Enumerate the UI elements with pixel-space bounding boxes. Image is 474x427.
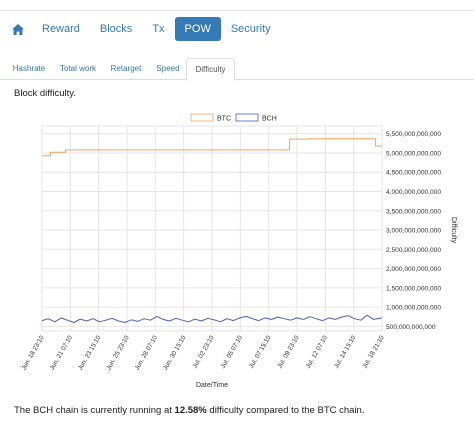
nav-reward[interactable]: Reward	[42, 23, 80, 35]
x-tick-label: Jun. 25 23:10	[105, 334, 131, 371]
x-tick-label: Jul. 18 21:10	[361, 334, 386, 370]
x-axis-label: Date/Time	[196, 382, 228, 389]
x-tick-label: Jul. 07 15:10	[248, 334, 273, 370]
nav-pow[interactable]: POW	[174, 17, 221, 41]
tab-hashrate[interactable]: Hashrate	[12, 64, 46, 73]
y-tick-label: 3,000,000,000,000	[386, 228, 441, 235]
y-tick-label: 1,500,000,000,000	[386, 285, 441, 292]
y-tick-label: 4,000,000,000,000	[386, 189, 441, 196]
difficulty-percent: 12.58%	[174, 405, 207, 416]
nav-security[interactable]: Security	[230, 23, 271, 35]
y-tick-label: 5,000,000,000,000	[386, 150, 441, 157]
legend-swatch-bch	[235, 113, 259, 122]
tab-speed[interactable]: Speed	[156, 64, 180, 73]
main-nav: Reward Blocks Tx POW Security	[4, 17, 281, 41]
nav-home[interactable]	[4, 17, 32, 41]
x-tick-label: Jun. 30 15:10	[162, 334, 188, 371]
x-tick-label: Jun. 18 23:10	[20, 334, 46, 371]
legend-item-bch[interactable]: BCH	[235, 113, 277, 123]
y-tick-label: 2,000,000,000,000	[386, 266, 441, 273]
home-icon	[12, 23, 24, 35]
tab-retarget[interactable]: Retarget	[110, 64, 142, 73]
x-axis-ticks: Jun. 18 23:10 Jun. 21 07:10 Jun. 23 15:10 J…	[20, 334, 386, 371]
y-tick-label: 1,000,000,000,000	[386, 305, 441, 312]
difficulty-chart: 500,000,000,000 1,000,000,000,000 1,500,00…	[20, 113, 457, 389]
legend-label-btc: BTC	[217, 116, 231, 123]
legend-swatch-btc	[190, 113, 214, 122]
y-tick-label: 500,000,000,000	[386, 324, 436, 331]
status-prefix: The BCH chain is currently running at	[14, 405, 175, 416]
page-heading: Block difficulty.	[14, 88, 76, 99]
series-line-btc	[42, 138, 382, 157]
y-tick-label: 5,500,000,000,000	[386, 131, 441, 138]
x-tick-label: Jun. 21 07:10	[49, 334, 75, 371]
x-tick-label: Jun. 28 07:10	[134, 334, 160, 371]
nav-tx[interactable]: Tx	[152, 23, 165, 35]
chart-tabs: Hashrate Total work Retarget Speed Diffi…	[0, 58, 474, 81]
legend: BTC BCH	[190, 113, 277, 123]
x-tick-label: Jul. 02 23:10	[191, 334, 216, 370]
y-tick-label: 2,500,000,000,000	[386, 247, 441, 254]
status-suffix: difficulty compared to the BTC chain.	[206, 405, 365, 416]
x-tick-label: Jul. 09 23:10	[276, 334, 301, 370]
y-tick-label: 4,500,000,000,000	[386, 170, 441, 177]
x-tick-label: Jul. 14 15:10	[333, 334, 358, 370]
top-divider	[0, 10, 474, 11]
y-tick-label: 3,500,000,000,000	[386, 208, 441, 215]
chart-grid	[41, 126, 383, 331]
nav-blocks[interactable]: Blocks	[99, 23, 133, 35]
x-tick-label: Jul. 05 07:10	[220, 334, 245, 370]
y-axis-ticks: 500,000,000,000 1,000,000,000,000 1,500,00…	[386, 131, 441, 331]
y-axis-label: Difficulty	[450, 217, 457, 244]
plot-area	[41, 125, 383, 332]
series-lines	[41, 138, 383, 323]
x-tick-label: Jun. 23 15:10	[77, 334, 103, 371]
legend-label-bch: BCH	[262, 116, 277, 123]
status-text: The BCH chain is currently running at 12…	[14, 405, 364, 416]
legend-item-btc[interactable]: BTC	[190, 113, 231, 123]
x-tick-label: Jul. 12 07:10	[305, 334, 330, 370]
series-line-bch	[41, 314, 383, 323]
tab-total-work[interactable]: Total work	[59, 64, 96, 73]
tab-difficulty[interactable]: Difficulty	[186, 58, 235, 81]
